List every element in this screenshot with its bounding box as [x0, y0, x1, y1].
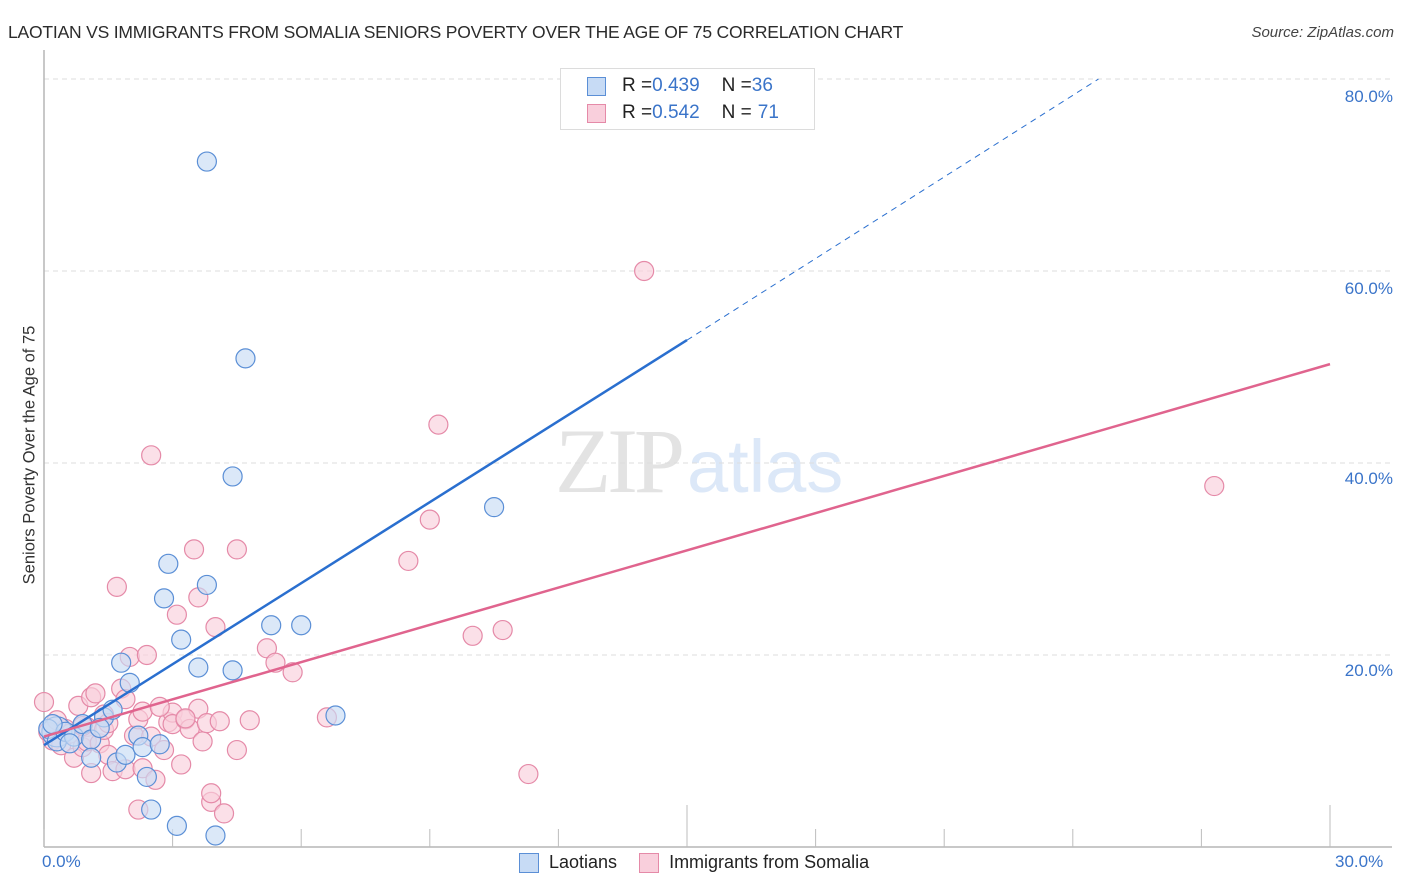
data-point[interactable] [175, 708, 196, 729]
data-point[interactable] [291, 615, 312, 636]
data-point[interactable] [492, 619, 513, 641]
data-point[interactable] [226, 539, 247, 560]
data-point[interactable] [1204, 475, 1225, 497]
legend-item-somalia[interactable]: Immigrants from Somalia [639, 852, 869, 873]
chart-title: LAOTIAN VS IMMIGRANTS FROM SOMALIA SENIO… [8, 22, 904, 42]
data-point[interactable] [209, 711, 230, 732]
stats-row-somalia: R = 0.542 N = 71 [587, 101, 779, 125]
y-tick-60: 60.0% [1344, 279, 1393, 298]
watermark-zip: ZIP [555, 410, 685, 512]
n-value-somalia: 71 [757, 102, 779, 123]
data-point[interactable] [81, 747, 102, 768]
data-point[interactable] [141, 445, 162, 466]
data-point[interactable] [239, 710, 260, 731]
data-point[interactable] [166, 604, 187, 625]
laotians-swatch-icon [587, 76, 606, 96]
watermark-atlas: atlas [687, 425, 844, 508]
stats-legend: R = 0.439 N = 36 R = 0.542 N = 71 [560, 68, 815, 130]
data-point[interactable] [235, 348, 256, 369]
y-tick-40: 40.0% [1344, 469, 1393, 488]
legend-label-somalia: Immigrants from Somalia [669, 852, 870, 872]
data-point[interactable] [158, 553, 179, 574]
data-point[interactable] [419, 509, 440, 530]
data-point[interactable] [484, 497, 505, 518]
data-point[interactable] [141, 799, 162, 820]
data-point[interactable] [428, 414, 449, 435]
laotians-legend-icon [519, 852, 539, 873]
somalia-trendline [43, 362, 1331, 738]
data-point[interactable] [115, 744, 136, 765]
n-label: N = [721, 75, 752, 96]
data-point[interactable] [111, 652, 132, 673]
data-point[interactable] [222, 466, 243, 487]
n-label: N = [721, 102, 752, 123]
data-point[interactable] [196, 151, 217, 172]
n-value-laotians: 36 [751, 75, 773, 96]
data-point[interactable] [188, 657, 209, 678]
x-tick-0: 0.0% [42, 852, 81, 871]
trendlines [43, 78, 1331, 747]
series-legend: Laotians Immigrants from Somalia [519, 852, 891, 873]
data-point[interactable] [201, 783, 222, 804]
watermark-logo: ZIPatlas [555, 408, 843, 514]
data-point[interactable] [89, 717, 110, 739]
r-label: R = [622, 102, 653, 123]
laotians-trendline [43, 339, 688, 747]
data-point[interactable] [106, 576, 127, 597]
data-point[interactable] [518, 763, 539, 785]
data-point[interactable] [462, 625, 483, 646]
data-point[interactable] [282, 662, 303, 683]
y-tick-20: 20.0% [1344, 661, 1393, 680]
stats-row-laotians: R = 0.439 N = 36 [587, 74, 773, 98]
somalia-swatch-icon [587, 103, 606, 123]
data-point[interactable] [205, 825, 226, 846]
data-point[interactable] [398, 550, 419, 572]
data-point[interactable] [192, 731, 213, 752]
data-point[interactable] [119, 672, 140, 693]
data-point[interactable] [149, 734, 170, 755]
y-axis-label: Seniors Poverty Over the Age of 75 [20, 325, 39, 585]
r-value-somalia: 0.542 [652, 102, 700, 123]
data-point[interactable] [222, 660, 243, 681]
data-point[interactable] [196, 574, 217, 596]
legend-label-laotians: Laotians [549, 852, 618, 872]
data-point[interactable] [166, 815, 187, 836]
data-point[interactable] [153, 588, 175, 609]
data-point[interactable] [171, 629, 192, 650]
data-point[interactable] [136, 766, 157, 788]
data-point[interactable] [325, 705, 346, 726]
laotians-trendline-extension [686, 78, 1099, 341]
data-point[interactable] [42, 714, 63, 735]
data-point[interactable] [85, 683, 106, 704]
source-credit: Source: ZipAtlas.com [1251, 24, 1394, 41]
y-tick-80: 80.0% [1344, 87, 1393, 106]
data-point[interactable] [132, 737, 153, 758]
r-label: R = [622, 75, 653, 96]
data-point[interactable] [213, 803, 235, 824]
data-point[interactable] [183, 539, 205, 560]
data-point[interactable] [171, 754, 192, 775]
data-point[interactable] [136, 644, 157, 666]
data-point[interactable] [226, 739, 247, 761]
series-immigrants-from-somalia [33, 260, 1225, 824]
data-point[interactable] [634, 260, 655, 282]
data-point[interactable] [33, 691, 55, 713]
x-tick-30: 30.0% [1335, 852, 1384, 871]
data-point[interactable] [261, 615, 282, 636]
data-point[interactable] [59, 733, 80, 754]
r-value-laotians: 0.439 [652, 75, 700, 96]
legend-item-laotians[interactable]: Laotians [519, 852, 617, 873]
somalia-legend-icon [639, 852, 660, 873]
